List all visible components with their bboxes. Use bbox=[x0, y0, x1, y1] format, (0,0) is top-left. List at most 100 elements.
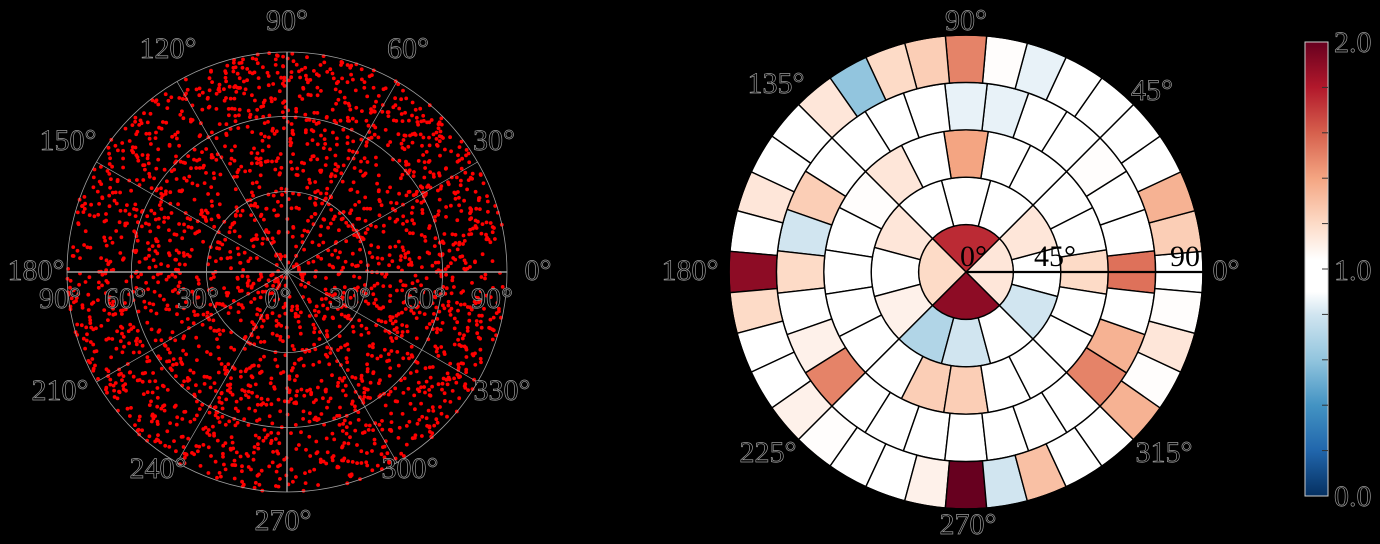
scatter-point bbox=[479, 231, 484, 236]
scatter-point bbox=[91, 368, 96, 373]
scatter-point bbox=[188, 419, 193, 424]
scatter-point bbox=[180, 97, 185, 101]
scatter-point bbox=[195, 399, 199, 404]
scatter-point bbox=[205, 211, 210, 215]
scatter-point bbox=[323, 128, 327, 133]
scatter-point bbox=[255, 107, 260, 112]
scatter-point bbox=[402, 376, 407, 381]
scatter-point bbox=[147, 265, 152, 270]
scatter-point bbox=[291, 132, 296, 137]
scatter-point bbox=[207, 410, 212, 415]
scatter-point bbox=[174, 374, 178, 379]
scatter-point bbox=[194, 275, 199, 280]
scatter-point bbox=[438, 327, 443, 332]
scatter-point bbox=[427, 226, 431, 231]
scatter-point bbox=[361, 173, 365, 178]
scatter-point bbox=[312, 326, 317, 331]
scatter-point bbox=[337, 324, 342, 329]
scatter-point bbox=[329, 195, 333, 200]
scatter-point bbox=[388, 140, 393, 144]
scatter-point bbox=[427, 365, 432, 370]
grid-spoke bbox=[286, 161, 478, 273]
scatter-point bbox=[188, 254, 192, 259]
scatter-point bbox=[278, 477, 282, 481]
scatter-point bbox=[147, 301, 152, 306]
scatter-point bbox=[250, 93, 254, 98]
scatter-point bbox=[234, 450, 239, 455]
scatter-point bbox=[120, 141, 125, 145]
scatter-point bbox=[276, 230, 281, 235]
scatter-point bbox=[479, 360, 483, 365]
scatter-point bbox=[364, 326, 369, 331]
scatter-point bbox=[404, 324, 409, 329]
scatter-point bbox=[300, 275, 305, 280]
scatter-point bbox=[363, 195, 368, 200]
scatter-point bbox=[295, 173, 300, 178]
scatter-point bbox=[383, 86, 388, 91]
scatter-point bbox=[359, 373, 364, 378]
scatter-point bbox=[162, 215, 167, 220]
scatter-point bbox=[470, 171, 475, 176]
scatter-point bbox=[83, 346, 87, 351]
scatter-point bbox=[400, 119, 405, 123]
colorbar-label-min: 0.0 bbox=[1334, 480, 1372, 513]
scatter-point bbox=[325, 186, 330, 191]
scatter-point bbox=[174, 154, 178, 159]
scatter-point bbox=[278, 463, 282, 468]
scatter-point bbox=[162, 408, 167, 413]
scatter-point bbox=[421, 190, 425, 195]
scatter-point bbox=[223, 422, 228, 427]
scatter-point bbox=[337, 334, 342, 338]
scatter-point bbox=[275, 70, 280, 75]
scatter-point bbox=[424, 379, 429, 384]
scatter-point bbox=[423, 235, 427, 239]
scatter-point bbox=[380, 419, 384, 423]
scatter-point bbox=[282, 99, 287, 104]
scatter-point bbox=[129, 406, 133, 410]
scatter-point bbox=[150, 98, 155, 103]
scatter-point bbox=[418, 184, 423, 189]
scatter-point bbox=[337, 413, 342, 418]
scatter-point bbox=[254, 57, 259, 62]
radial-label-90: 90° bbox=[1170, 240, 1212, 273]
radial-label-45: 45° bbox=[1034, 240, 1076, 273]
scatter-point bbox=[171, 357, 176, 361]
scatter-point bbox=[102, 235, 107, 240]
scatter-point bbox=[397, 158, 402, 163]
scatter-point bbox=[115, 329, 119, 334]
scatter-point bbox=[287, 377, 292, 381]
angle-label-150: 150° bbox=[40, 124, 97, 157]
scatter-point bbox=[197, 157, 202, 162]
scatter-point bbox=[355, 217, 360, 221]
scatter-point bbox=[325, 450, 330, 455]
scatter-point bbox=[262, 354, 266, 359]
scatter-point bbox=[468, 265, 472, 269]
scatter-point bbox=[217, 202, 222, 207]
grid-spoke bbox=[286, 81, 398, 273]
scatter-point bbox=[192, 292, 197, 297]
scatter-point bbox=[170, 330, 175, 335]
scatter-point bbox=[242, 250, 247, 255]
scatter-point bbox=[392, 327, 397, 332]
scatter-point bbox=[157, 203, 162, 208]
scatter-point bbox=[299, 282, 303, 287]
scatter-point bbox=[166, 274, 171, 279]
scatter-point bbox=[137, 350, 142, 355]
scatter-point bbox=[333, 248, 338, 253]
scatter-point bbox=[383, 274, 387, 279]
scatter-point bbox=[388, 389, 393, 394]
scatter-point bbox=[149, 399, 153, 404]
scatter-point bbox=[450, 232, 455, 237]
scatter-point bbox=[469, 207, 474, 212]
scatter-point bbox=[178, 159, 183, 164]
scatter-point bbox=[237, 61, 242, 65]
scatter-point bbox=[419, 200, 424, 205]
scatter-point bbox=[110, 190, 115, 195]
scatter-point bbox=[393, 386, 398, 391]
scatter-point bbox=[433, 236, 438, 241]
scatter-point bbox=[282, 126, 286, 131]
scatter-point bbox=[278, 334, 283, 339]
scatter-point bbox=[395, 330, 400, 335]
scatter-point bbox=[114, 229, 119, 233]
scatter-point bbox=[236, 409, 241, 413]
